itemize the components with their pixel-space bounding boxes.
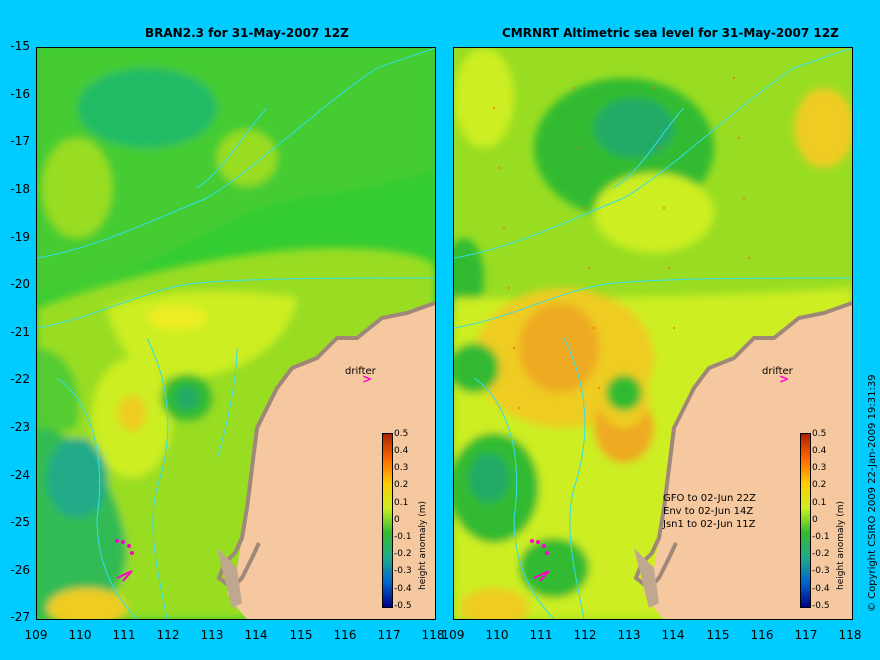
y-tick-label: -22 [10,372,30,386]
colorbar-tick: 0.2 [394,480,409,490]
colorbar-tick: -0.2 [394,549,412,559]
x-tick-label: 116 [333,628,357,642]
colorbar [800,433,811,608]
drifter-arrow-icon: > [779,372,790,386]
colorbar-tick: 0.5 [394,429,409,439]
colorbar-tick: 0 [812,515,818,525]
y-tick-label: -19 [10,230,30,244]
y-tick-label: -15 [10,39,30,53]
colorbar-tick: 0.4 [394,446,409,456]
x-tick-label: 109 [24,628,48,642]
legend-item: GFO to 02-Jun 22Z [663,493,757,504]
drifter-label: drifter [345,366,376,377]
x-tick-label: 115 [289,628,313,642]
left-map-panel [36,47,436,620]
colorbar-tick: 0.3 [812,463,827,473]
colorbar-tick: -0.4 [394,584,412,594]
right-panel-title: CMRNRT Altimetric sea level for 31-May-2… [502,26,839,40]
x-tick-label: 114 [244,628,268,642]
x-tick-label: 112 [156,628,180,642]
y-tick-label: -24 [10,468,30,482]
x-tick-label: 114 [661,628,685,642]
x-tick-label: 115 [706,628,730,642]
colorbar-tick: 0.2 [812,480,827,490]
x-tick-label: 109 [441,628,465,642]
right-map-field [454,48,852,619]
x-tick-label: 118 [421,628,445,642]
colorbar-tick: -0.1 [812,532,830,542]
x-tick-label: 110 [485,628,509,642]
colorbar-tick: -0.3 [394,566,412,576]
colorbar-tick: 0.1 [394,498,409,508]
x-tick-label: 110 [68,628,92,642]
colorbar-tick: -0.4 [812,584,830,594]
colorbar-title: height anomaly (m) [836,500,846,590]
right-map-panel [453,47,853,620]
x-tick-label: 112 [573,628,597,642]
drifter-label: drifter [762,366,793,377]
colorbar-tick: 0 [394,515,400,525]
y-tick-label: -20 [10,277,30,291]
colorbar-tick: 0.1 [812,498,827,508]
x-tick-label: 111 [112,628,136,642]
x-tick-label: 113 [200,628,224,642]
y-tick-label: -23 [10,420,30,434]
satellite-legend: GFO to 02-Jun 22Z Env to 02-Jun 14Z Jsn1… [663,492,756,531]
colorbar-tick: -0.3 [812,566,830,576]
x-tick-label: 113 [617,628,641,642]
x-tick-label: 117 [377,628,401,642]
y-tick-label: -27 [10,610,30,624]
y-tick-label: -25 [10,515,30,529]
colorbar-tick: -0.2 [812,549,830,559]
y-tick-label: -26 [10,563,30,577]
y-tick-label: -21 [10,325,30,339]
x-tick-label: 117 [794,628,818,642]
x-tick-label: 116 [750,628,774,642]
x-tick-label: 118 [838,628,862,642]
y-tick-label: -16 [10,87,30,101]
colorbar-tick: -0.5 [812,601,830,611]
colorbar-tick: -0.5 [394,601,412,611]
legend-item: Env to 02-Jun 14Z [663,506,754,517]
legend-item: Jsn1 to 02-Jun 11Z [663,519,756,530]
y-tick-label: -17 [10,134,30,148]
left-panel-title: BRAN2.3 for 31-May-2007 12Z [145,26,349,40]
colorbar-tick: -0.1 [394,532,412,542]
drifter-arrow-icon: > [362,372,373,386]
colorbar-title: height anomaly (m) [418,500,428,590]
colorbar [382,433,393,608]
colorbar-tick: 0.4 [812,446,827,456]
left-map-field [37,48,435,619]
colorbar-tick: 0.5 [812,429,827,439]
copyright-text: © Copyright CSIRO 2009 22-Jan-2009 19:31… [867,374,878,612]
y-tick-label: -18 [10,182,30,196]
x-tick-label: 111 [529,628,553,642]
colorbar-tick: 0.3 [394,463,409,473]
